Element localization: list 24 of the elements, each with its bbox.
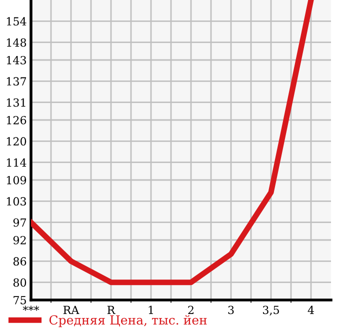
y-tick-label: 92 bbox=[13, 236, 26, 244]
y-tick-label: 80 bbox=[13, 278, 26, 287]
y-tick-label: 114 bbox=[6, 158, 26, 167]
y-tick-label: 137 bbox=[6, 77, 26, 86]
x-tick-label: *** bbox=[22, 306, 40, 311]
x-tick-label: 2 bbox=[188, 306, 194, 314]
y-tick-label: 148 bbox=[6, 38, 26, 47]
x-tick-label: R bbox=[107, 306, 116, 314]
y-tick-label: 103 bbox=[6, 197, 26, 206]
y-tick-label: 86 bbox=[13, 257, 26, 266]
x-tick-label: 1 bbox=[148, 306, 153, 314]
x-tick-label: 3 bbox=[228, 306, 234, 314]
y-tick-label: 154 bbox=[6, 17, 26, 26]
y-tick-label: 143 bbox=[6, 56, 26, 64]
x-tick-label: RA bbox=[63, 306, 80, 314]
legend-label: Средняя Цена, тыс. йен bbox=[49, 315, 207, 328]
x-tick-label: 3,5 bbox=[263, 306, 279, 316]
y-tick-label: 109 bbox=[6, 176, 26, 184]
y-tick-label: 120 bbox=[6, 137, 26, 146]
y-tick-label: 97 bbox=[13, 218, 26, 227]
y-tick-label: 131 bbox=[6, 98, 26, 107]
y-tick-label: 75 bbox=[14, 296, 26, 304]
x-tick-label: 4 bbox=[308, 306, 314, 314]
y-tick-label: 126 bbox=[6, 116, 26, 124]
